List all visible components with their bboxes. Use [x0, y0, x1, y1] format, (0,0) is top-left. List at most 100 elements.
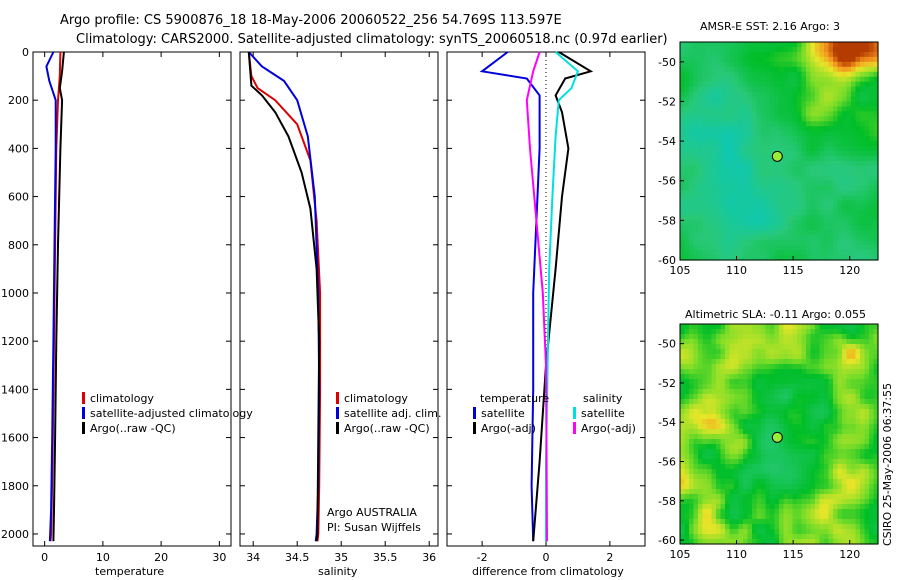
heatmap-cell	[810, 504, 816, 510]
heatmap-cell	[734, 136, 740, 142]
heatmap-cell	[774, 424, 780, 430]
heatmap-cell	[810, 170, 816, 177]
heatmap-cell	[711, 155, 717, 162]
heatmap-cell	[833, 394, 839, 400]
heatmap-cell	[752, 205, 758, 212]
heatmap-cell	[738, 489, 744, 495]
heatmap-cell	[783, 200, 789, 207]
heatmap-cell	[869, 424, 875, 430]
heatmap-cell	[788, 469, 794, 475]
heatmap-cell	[689, 225, 695, 231]
heatmap-cell	[806, 210, 812, 216]
heatmap-cell	[851, 250, 857, 256]
heatmap-cell	[815, 220, 821, 226]
heatmap-cell	[738, 170, 744, 177]
heatmap-cell	[842, 394, 848, 400]
heatmap-cell	[819, 255, 825, 261]
heatmap-cell	[806, 141, 812, 147]
heatmap-cell	[738, 56, 744, 63]
heatmap-cell	[869, 116, 875, 122]
heatmap-cell	[698, 514, 704, 520]
heatmap-cell	[819, 399, 825, 405]
heatmap-cell	[860, 399, 866, 405]
heatmap-cell	[689, 394, 695, 400]
heatmap-cell	[711, 514, 717, 520]
heatmap-cell	[833, 469, 839, 475]
heatmap-cell	[689, 245, 695, 251]
heatmap-cell	[819, 459, 825, 465]
heatmap-cell	[752, 389, 758, 395]
heatmap-cell	[837, 200, 843, 207]
heatmap-cell	[851, 51, 857, 58]
heatmap-cell	[792, 61, 798, 68]
heatmap-cell	[810, 474, 816, 480]
heatmap-cell	[774, 489, 780, 495]
heatmap-cell	[815, 354, 821, 360]
heatmap-cell	[815, 384, 821, 390]
heatmap-cell	[855, 324, 861, 330]
heatmap-cell	[729, 449, 735, 455]
heatmap-cell	[855, 61, 861, 68]
heatmap-cell	[761, 200, 767, 207]
heatmap-cell	[860, 170, 866, 177]
heatmap-cell	[815, 444, 821, 450]
heatmap-cell	[819, 250, 825, 256]
heatmap-cell	[734, 175, 740, 182]
heatmap-cell	[680, 96, 686, 103]
heatmap-cell	[689, 409, 695, 415]
heatmap-cell	[842, 444, 848, 450]
heatmap-cell	[860, 349, 866, 355]
heatmap-cell	[774, 399, 780, 405]
heatmap-cell	[770, 190, 776, 197]
heatmap-cell	[860, 81, 866, 88]
heatmap-cell	[792, 524, 798, 530]
heatmap-cell	[779, 529, 785, 535]
heatmap-cell	[833, 91, 839, 98]
heatmap-cell	[792, 146, 798, 152]
heatmap-cell	[815, 76, 821, 83]
heatmap-cell	[698, 534, 704, 540]
heatmap-cell	[684, 126, 690, 132]
heatmap-cell	[756, 81, 762, 88]
heatmap-cell	[698, 434, 704, 440]
heatmap-cell	[815, 210, 821, 216]
heatmap-cell	[783, 349, 789, 355]
heatmap-cell	[855, 101, 861, 107]
heatmap-cell	[815, 414, 821, 420]
heatmap-cell	[716, 329, 722, 335]
heatmap-cell	[698, 449, 704, 455]
heatmap-cell	[801, 449, 807, 455]
heatmap-cell	[711, 180, 717, 187]
heatmap-cell	[869, 484, 875, 490]
heatmap-cell	[837, 235, 843, 241]
heatmap-cell	[716, 81, 722, 88]
heatmap-cell	[824, 369, 830, 375]
heatmap-cell	[689, 141, 695, 147]
heatmap-cell	[765, 255, 771, 261]
heatmap-cell	[734, 235, 740, 241]
heatmap-cell	[747, 116, 753, 122]
heatmap-cell	[824, 46, 830, 53]
heatmap-cell	[828, 514, 834, 520]
heatmap-cell	[774, 165, 780, 172]
heatmap-cell	[788, 524, 794, 530]
heatmap-cell	[698, 494, 704, 500]
heatmap-cell	[788, 429, 794, 435]
heatmap-cell	[801, 444, 807, 450]
heatmap-cell	[792, 160, 798, 167]
heatmap-cell	[770, 449, 776, 455]
heatmap-cell	[788, 329, 794, 335]
heatmap-cell	[720, 494, 726, 500]
heatmap-cell	[806, 255, 812, 261]
heatmap-cell	[702, 245, 708, 251]
heatmap-cell	[810, 121, 816, 127]
heatmap-cell	[873, 190, 879, 197]
heatmap-cell	[806, 414, 812, 420]
heatmap-cell	[815, 369, 821, 375]
heatmap-cell	[707, 449, 713, 455]
heatmap-cell	[815, 146, 821, 152]
sla-map-title: Altimetric SLA: -0.11 Argo: 0.055	[685, 308, 866, 321]
heatmap-cell	[855, 185, 861, 192]
heatmap-cell	[828, 81, 834, 88]
heatmap-cell	[707, 151, 713, 157]
